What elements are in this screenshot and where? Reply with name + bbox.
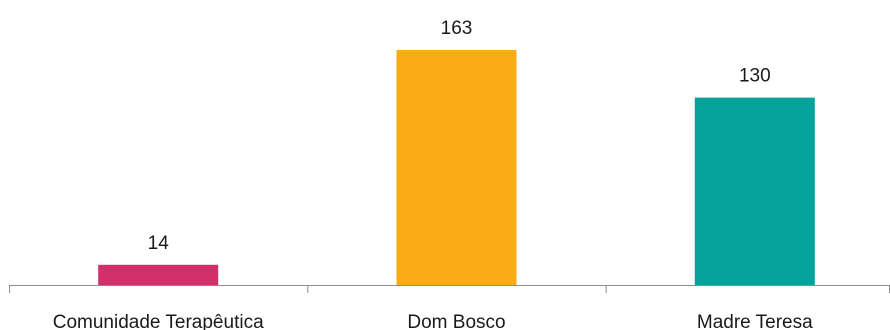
category-label-0: Comunidade Terapêutica (53, 312, 264, 330)
x-axis (9, 285, 890, 293)
data-labels-layer: 14 163 130 (148, 18, 771, 254)
bar-1 (396, 50, 517, 285)
data-label-0: 14 (148, 233, 170, 254)
bar-0 (98, 264, 219, 285)
bar-2 (694, 97, 815, 285)
bars-layer (98, 50, 815, 285)
category-label-2: Madre Teresa (697, 312, 813, 330)
category-labels-layer: Comunidade Terapêutica Dom Bosco Madre Ter… (53, 312, 813, 330)
data-label-2: 130 (739, 66, 771, 87)
data-label-1: 163 (441, 18, 473, 39)
category-label-1: Dom Bosco (407, 312, 505, 330)
